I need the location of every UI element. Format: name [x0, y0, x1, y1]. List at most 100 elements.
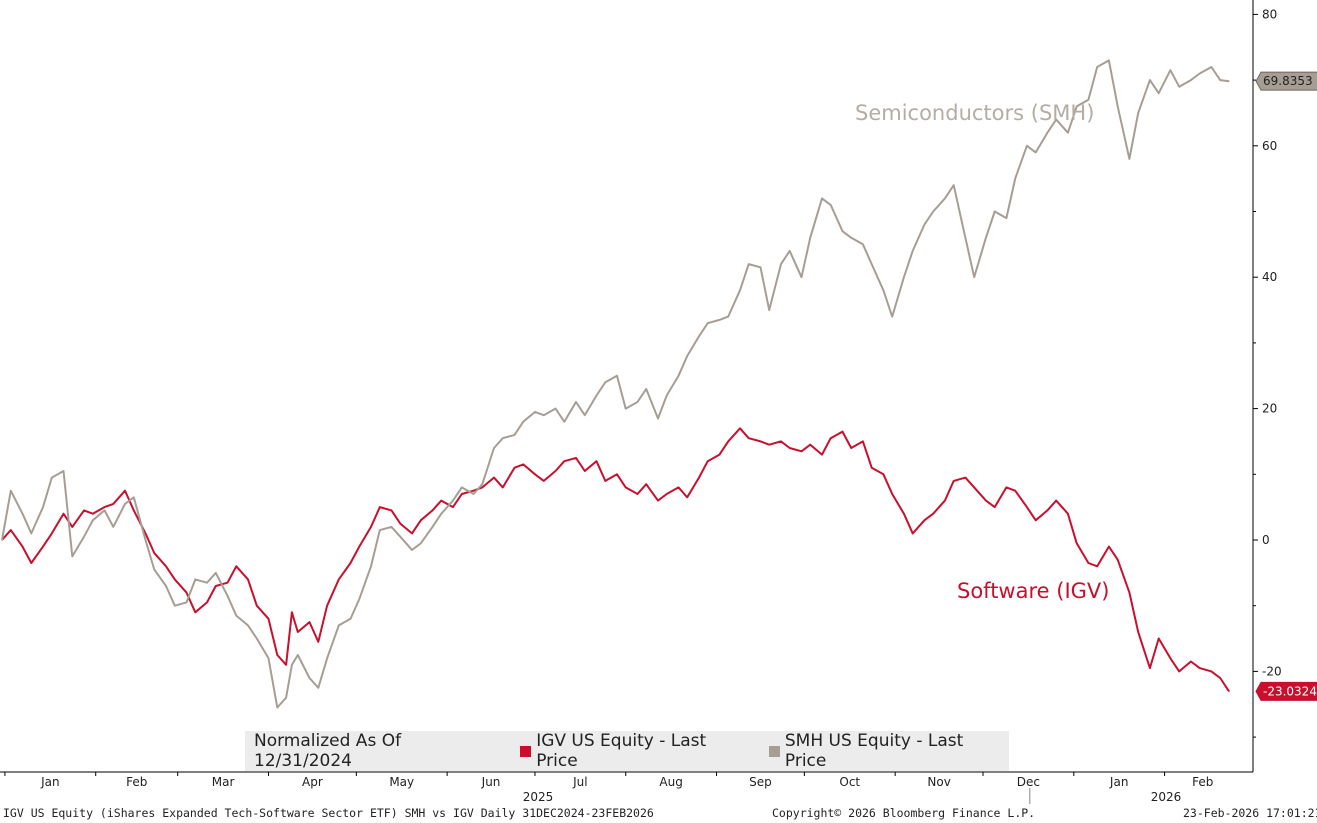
x-tick-label: Jan — [40, 775, 60, 789]
igv-data-point — [903, 513, 905, 515]
smh-data-point — [431, 526, 434, 528]
igv-data-point — [625, 486, 627, 489]
smh-data-point — [461, 486, 463, 489]
legend: Normalized As Of 12/31/2024 IGV US Equit… — [245, 731, 1009, 771]
footer-description: IGV US Equity (iShares Expanded Tech-Sof… — [3, 806, 654, 820]
igv-data-point — [247, 578, 249, 581]
igv-data-point — [780, 440, 782, 443]
smh-data-point — [440, 513, 442, 515]
igv-series-line — [1, 427, 1230, 692]
igv-data-point — [923, 519, 926, 521]
smh-data-point — [297, 654, 299, 656]
igv-data-point — [707, 460, 709, 462]
igv-data-point — [461, 493, 463, 495]
igv-data-point — [830, 437, 832, 439]
igv-data-point — [1228, 690, 1230, 692]
smh-last-value-badge — [1255, 71, 1317, 91]
igv-data-point — [21, 545, 24, 548]
smh-data-point — [1219, 79, 1221, 81]
smh-data-point — [800, 276, 803, 278]
smh-data-point — [739, 289, 741, 291]
smh-series-line — [1, 59, 1230, 709]
igv-data-point — [452, 506, 454, 508]
igv-data-point — [800, 450, 803, 452]
igv-data-point — [1178, 670, 1180, 673]
igv-data-point — [821, 453, 823, 456]
igv-data-point — [83, 509, 85, 512]
igv-data-point — [153, 552, 155, 554]
smh-data-point — [71, 555, 73, 558]
smh-data-point — [326, 657, 328, 659]
igv-data-point — [522, 463, 524, 466]
smh-data-point — [1035, 151, 1037, 153]
smh-data-point — [1169, 69, 1172, 71]
igv-data-point — [297, 631, 299, 633]
igv-data-point — [1035, 519, 1037, 521]
y-tick-label: 0 — [1262, 533, 1270, 547]
igv-data-point — [358, 545, 360, 548]
igv-data-point — [841, 430, 844, 433]
igv-data-point — [174, 578, 176, 581]
igv-data-point — [1137, 631, 1139, 633]
smh-data-point — [903, 276, 905, 278]
x-tick-label: Nov — [927, 775, 950, 789]
igv-data-point — [30, 562, 32, 564]
smh-data-point — [707, 322, 709, 324]
igv-data-point — [1219, 677, 1221, 679]
igv-data-point — [10, 529, 12, 531]
igv-data-point — [1014, 490, 1016, 492]
igv-data-point — [472, 490, 475, 492]
igv-data-point — [291, 611, 293, 613]
smh-data-point — [133, 496, 135, 498]
igv-data-point — [1067, 513, 1069, 515]
igv-data-point — [964, 476, 967, 479]
smh-data-point — [563, 421, 565, 423]
smh-data-point — [124, 503, 126, 505]
igv-data-point — [206, 601, 208, 604]
smh-data-point — [276, 706, 278, 709]
igv-data-point — [768, 444, 770, 446]
smh-data-point — [379, 529, 381, 531]
smh-data-point — [645, 388, 647, 390]
igv-data-point — [677, 486, 680, 489]
igv-data-point — [953, 480, 955, 482]
smh-data-point — [256, 637, 258, 640]
smh-data-point — [112, 526, 114, 528]
smh-data-point — [1055, 118, 1057, 121]
igv-data-point — [944, 499, 946, 502]
legend-title-text: Normalized As Of 12/31/2024 — [254, 731, 402, 771]
igv-data-point — [1108, 545, 1110, 548]
y-tick-label: -20 — [1262, 664, 1282, 678]
legend-item-smh[interactable]: SMH US Equity - Last Price — [761, 731, 1009, 771]
igv-data-point — [912, 532, 914, 535]
smh-data-point — [616, 375, 618, 377]
igv-data-point — [420, 519, 422, 521]
smh-data-point — [1108, 59, 1110, 61]
smh-data-point — [1199, 72, 1201, 75]
smh-data-point — [994, 210, 996, 213]
smh-data-point — [153, 568, 155, 571]
smh-data-point — [411, 549, 413, 551]
smh-data-point — [92, 519, 94, 521]
smh-data-point — [338, 624, 340, 627]
smh-data-point — [10, 490, 12, 492]
smh-data-point — [493, 447, 495, 449]
smh-data-point — [1026, 145, 1028, 147]
smh-data-point — [789, 250, 791, 252]
x-tick-label: Feb — [1192, 775, 1213, 789]
igv-data-point — [144, 532, 147, 535]
legend-label-igv: IGV US Equity - Last Price — [536, 731, 707, 771]
smh-data-point — [42, 506, 44, 508]
igv-data-point — [276, 654, 278, 656]
y-tick-label: 20 — [1262, 402, 1277, 416]
smh-data-point — [871, 263, 873, 265]
smh-data-point — [1210, 66, 1213, 68]
smh-data-point — [759, 266, 762, 268]
smh-data-point — [1014, 178, 1016, 180]
igv-annotation: Software (IGV) — [957, 579, 1109, 603]
legend-item-igv[interactable]: IGV US Equity - Last Price — [512, 731, 752, 771]
smh-data-point — [666, 394, 668, 397]
axis-layer: -20 0 20 40 60 80 Jan Feb Mar Apr May Jun Jul Aug Sep O… — [0, 0, 1317, 804]
x-tick-label: Jul — [572, 775, 587, 789]
smh-data-point — [62, 470, 65, 472]
